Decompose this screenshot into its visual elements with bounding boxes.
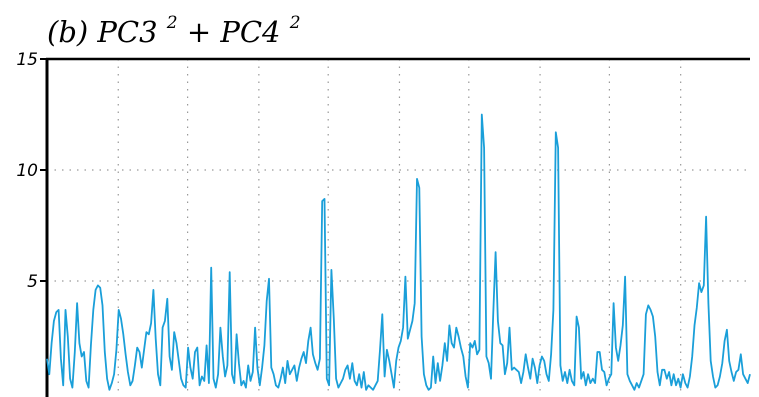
chart-title: (b) PC3 2 + PC4 2: [47, 1, 301, 49]
data-series: [46, 113, 751, 391]
y-tick-label: 10: [16, 161, 38, 181]
y-tick-labels: 5 10 15: [16, 50, 38, 292]
y-tick-label: 5: [27, 272, 38, 292]
chart-title-part-1: (b) PC3: [47, 15, 158, 49]
chart-title-superscript-2: 2: [289, 13, 301, 33]
series-line: [46, 113, 751, 391]
plot-axes: [40, 57, 750, 397]
chart-title-superscript-1: 2: [166, 13, 178, 33]
y-tick-label: 15: [16, 50, 38, 70]
chart-title-part-2: + PC4: [187, 15, 281, 49]
plot-grid: [47, 59, 750, 392]
